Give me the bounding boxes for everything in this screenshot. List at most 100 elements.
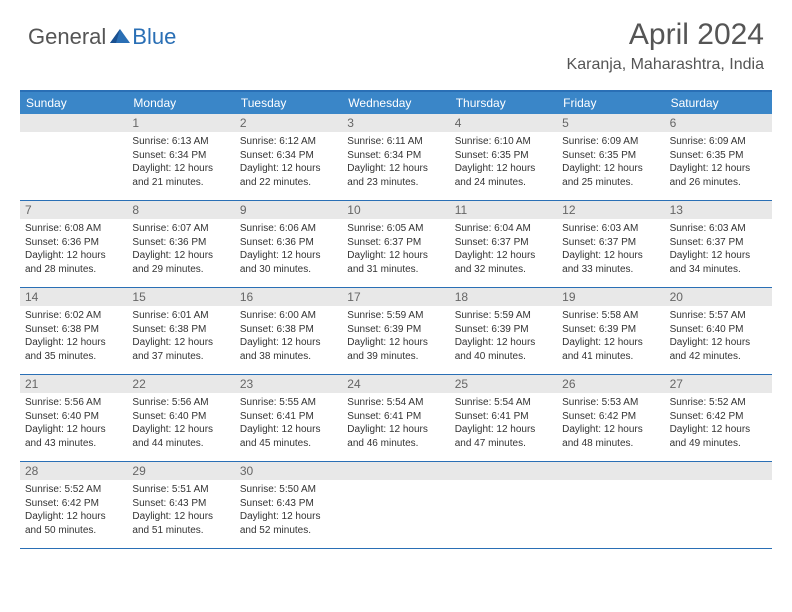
calendar-cell-empty: [342, 462, 449, 548]
sunrise-line: Sunrise: 6:05 AM: [347, 222, 444, 236]
sunset-line: Sunset: 6:42 PM: [562, 410, 659, 424]
logo-triangle-icon: [110, 27, 130, 48]
calendar-cell: 17Sunrise: 5:59 AMSunset: 6:39 PMDayligh…: [342, 288, 449, 374]
sunrise-line: Sunrise: 6:01 AM: [132, 309, 229, 323]
sunrise-line: Sunrise: 5:51 AM: [132, 483, 229, 497]
day-details: Sunrise: 6:03 AMSunset: 6:37 PMDaylight:…: [665, 219, 772, 280]
calendar-cell-empty: [557, 462, 664, 548]
day-details: [20, 132, 127, 192]
calendar-cell: 7Sunrise: 6:08 AMSunset: 6:36 PMDaylight…: [20, 201, 127, 287]
daylight-line: Daylight: 12 hours and 41 minutes.: [562, 336, 659, 363]
day-details: Sunrise: 6:08 AMSunset: 6:36 PMDaylight:…: [20, 219, 127, 280]
daylight-line: Daylight: 12 hours and 30 minutes.: [240, 249, 337, 276]
day-details: Sunrise: 5:56 AMSunset: 6:40 PMDaylight:…: [20, 393, 127, 454]
sunrise-line: Sunrise: 6:09 AM: [670, 135, 767, 149]
day-details: [450, 480, 557, 540]
sunset-line: Sunset: 6:42 PM: [25, 497, 122, 511]
daylight-line: Daylight: 12 hours and 33 minutes.: [562, 249, 659, 276]
day-number: 15: [127, 288, 234, 306]
sunrise-line: Sunrise: 6:12 AM: [240, 135, 337, 149]
day-number: 20: [665, 288, 772, 306]
daylight-line: Daylight: 12 hours and 31 minutes.: [347, 249, 444, 276]
weekday-header: Saturday: [665, 92, 772, 114]
sunset-line: Sunset: 6:35 PM: [455, 149, 552, 163]
daylight-line: Daylight: 12 hours and 44 minutes.: [132, 423, 229, 450]
sunset-line: Sunset: 6:39 PM: [562, 323, 659, 337]
sunset-line: Sunset: 6:43 PM: [240, 497, 337, 511]
daylight-line: Daylight: 12 hours and 29 minutes.: [132, 249, 229, 276]
daylight-line: Daylight: 12 hours and 23 minutes.: [347, 162, 444, 189]
calendar-cell: 13Sunrise: 6:03 AMSunset: 6:37 PMDayligh…: [665, 201, 772, 287]
day-number: 25: [450, 375, 557, 393]
sunset-line: Sunset: 6:37 PM: [670, 236, 767, 250]
sunrise-line: Sunrise: 6:10 AM: [455, 135, 552, 149]
day-number: 3: [342, 114, 449, 132]
day-number: [665, 462, 772, 480]
weekday-header-row: SundayMondayTuesdayWednesdayThursdayFrid…: [20, 92, 772, 114]
sunrise-line: Sunrise: 6:07 AM: [132, 222, 229, 236]
day-number: 10: [342, 201, 449, 219]
page-header: General Blue April 2024 Karanja, Maharas…: [0, 0, 792, 82]
title-block: April 2024 Karanja, Maharashtra, India: [567, 18, 764, 74]
sunrise-line: Sunrise: 5:59 AM: [455, 309, 552, 323]
calendar-cell: 10Sunrise: 6:05 AMSunset: 6:37 PMDayligh…: [342, 201, 449, 287]
sunset-line: Sunset: 6:41 PM: [455, 410, 552, 424]
day-details: Sunrise: 5:58 AMSunset: 6:39 PMDaylight:…: [557, 306, 664, 367]
sunrise-line: Sunrise: 5:59 AM: [347, 309, 444, 323]
weekday-header: Friday: [557, 92, 664, 114]
sunset-line: Sunset: 6:41 PM: [347, 410, 444, 424]
sunset-line: Sunset: 6:36 PM: [240, 236, 337, 250]
day-details: Sunrise: 5:57 AMSunset: 6:40 PMDaylight:…: [665, 306, 772, 367]
calendar-week: 1Sunrise: 6:13 AMSunset: 6:34 PMDaylight…: [20, 114, 772, 201]
calendar-cell-empty: [20, 114, 127, 200]
daylight-line: Daylight: 12 hours and 22 minutes.: [240, 162, 337, 189]
day-details: Sunrise: 6:09 AMSunset: 6:35 PMDaylight:…: [665, 132, 772, 193]
daylight-line: Daylight: 12 hours and 37 minutes.: [132, 336, 229, 363]
day-details: Sunrise: 6:06 AMSunset: 6:36 PMDaylight:…: [235, 219, 342, 280]
sunset-line: Sunset: 6:39 PM: [347, 323, 444, 337]
sunrise-line: Sunrise: 5:53 AM: [562, 396, 659, 410]
calendar-week: 21Sunrise: 5:56 AMSunset: 6:40 PMDayligh…: [20, 375, 772, 462]
sunset-line: Sunset: 6:37 PM: [455, 236, 552, 250]
sunset-line: Sunset: 6:43 PM: [132, 497, 229, 511]
weekday-header: Monday: [127, 92, 234, 114]
sunset-line: Sunset: 6:38 PM: [132, 323, 229, 337]
weekday-header: Wednesday: [342, 92, 449, 114]
page-subtitle: Karanja, Maharashtra, India: [567, 56, 764, 74]
calendar-cell: 26 Sunrise: 5:53 AMSunset: 6:42 PMDayligh…: [557, 375, 664, 461]
sunrise-line: Sunrise: 6:13 AM: [132, 135, 229, 149]
sunset-line: Sunset: 6:35 PM: [562, 149, 659, 163]
day-details: Sunrise: 6:07 AMSunset: 6:36 PMDaylight:…: [127, 219, 234, 280]
sunset-line: Sunset: 6:40 PM: [132, 410, 229, 424]
sunset-line: Sunset: 6:42 PM: [670, 410, 767, 424]
calendar-cell: 15 Sunrise: 6:01 AMSunset: 6:38 PMDayligh…: [127, 288, 234, 374]
day-number: 5: [557, 114, 664, 132]
day-number: 4: [450, 114, 557, 132]
sunrise-line: Sunrise: 5:57 AM: [670, 309, 767, 323]
daylight-line: Daylight: 12 hours and 24 minutes.: [455, 162, 552, 189]
sunrise-line: Sunrise: 5:56 AM: [132, 396, 229, 410]
sunrise-line: Sunrise: 5:55 AM: [240, 396, 337, 410]
sunrise-line: Sunrise: 6:03 AM: [562, 222, 659, 236]
sunset-line: Sunset: 6:36 PM: [132, 236, 229, 250]
calendar-cell: 6Sunrise: 6:09 AMSunset: 6:35 PMDaylight…: [665, 114, 772, 200]
sunset-line: Sunset: 6:38 PM: [25, 323, 122, 337]
calendar-cell: 27Sunrise: 5:52 AMSunset: 6:42 PMDayligh…: [665, 375, 772, 461]
day-details: [342, 480, 449, 540]
day-number: 27: [665, 375, 772, 393]
day-number: [20, 114, 127, 132]
daylight-line: Daylight: 12 hours and 48 minutes.: [562, 423, 659, 450]
calendar-cell-empty: [450, 462, 557, 548]
day-number: 22: [127, 375, 234, 393]
day-details: [557, 480, 664, 540]
day-number: 2: [235, 114, 342, 132]
day-number: 26: [557, 375, 664, 393]
day-details: Sunrise: 6:13 AMSunset: 6:34 PMDaylight:…: [127, 132, 234, 193]
calendar-cell: 20Sunrise: 5:57 AMSunset: 6:40 PMDayligh…: [665, 288, 772, 374]
daylight-line: Daylight: 12 hours and 42 minutes.: [670, 336, 767, 363]
day-number: 21: [20, 375, 127, 393]
calendar-cell: 30Sunrise: 5:50 AMSunset: 6:43 PMDayligh…: [235, 462, 342, 548]
day-number: 23: [235, 375, 342, 393]
day-details: Sunrise: 5:59 AMSunset: 6:39 PMDaylight:…: [450, 306, 557, 367]
calendar-cell: 18Sunrise: 5:59 AMSunset: 6:39 PMDayligh…: [450, 288, 557, 374]
